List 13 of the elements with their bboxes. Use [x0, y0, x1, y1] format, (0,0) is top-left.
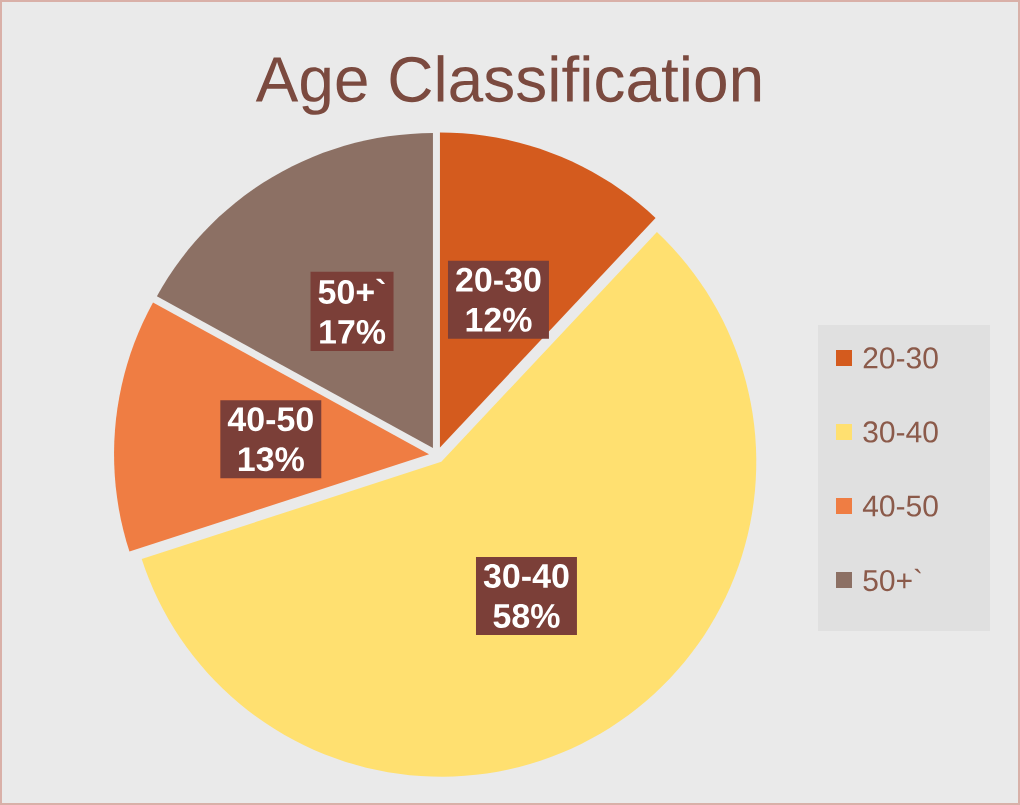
data-label: 58%	[493, 603, 560, 628]
slice-label: 40-50	[227, 407, 313, 432]
data-label: 17%	[320, 319, 386, 344]
data-label: 13%	[238, 447, 304, 472]
legend-label: 50+`	[863, 568, 921, 592]
slice-label: 30-40	[483, 563, 569, 589]
legend-label: 30-40	[863, 421, 938, 443]
slice-label: 50+`	[318, 278, 385, 304]
legend-label: 20-30	[863, 347, 938, 369]
chart-title: Age Classification	[255, 55, 761, 115]
data-label: 12%	[466, 307, 532, 332]
legend-label: 40-50	[862, 495, 938, 517]
slice-label: 20-30	[456, 267, 541, 292]
